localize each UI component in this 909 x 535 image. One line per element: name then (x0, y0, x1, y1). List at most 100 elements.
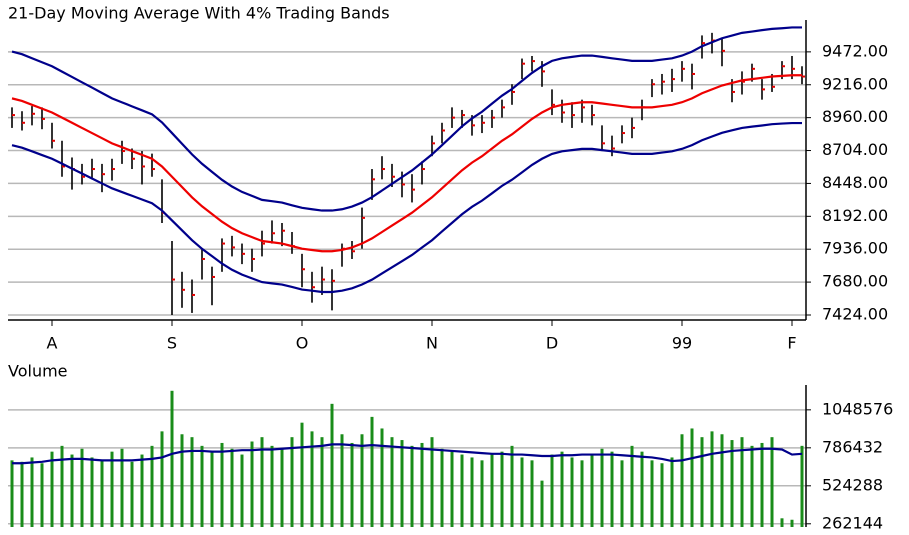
x-tick-label: 99 (672, 334, 692, 353)
x-tick-label: F (787, 334, 796, 353)
volume-bar (420, 442, 424, 527)
y-tick-label: 9216.00 (822, 74, 888, 93)
volume-bar (270, 445, 274, 527)
volume-bar (540, 480, 544, 527)
volume-bar (370, 416, 374, 527)
y-tick-label: 7424.00 (822, 304, 888, 323)
volume-bar (770, 437, 774, 527)
volume-bar (630, 445, 634, 527)
volume-bar (610, 451, 614, 527)
volume-bar (720, 434, 724, 527)
volume-bar (570, 457, 574, 527)
volume-bar (80, 448, 84, 527)
volume-bar (480, 460, 484, 527)
volume-bar (180, 434, 184, 527)
volume-bar (700, 437, 704, 527)
volume-bar (620, 460, 624, 527)
volume-bar (90, 457, 94, 527)
volume-bar (800, 445, 804, 527)
volume-bar (190, 437, 194, 527)
volume-bar (10, 460, 14, 527)
volume-bar (230, 448, 234, 527)
volume-bar (20, 461, 24, 527)
volume-bar (490, 454, 494, 527)
volume-bar (220, 442, 224, 527)
x-tick-label: S (167, 334, 177, 353)
volume-bar (670, 457, 674, 527)
volume-bar (730, 440, 734, 527)
volume-bar (590, 454, 594, 527)
volume-bar (320, 437, 324, 527)
volume-bar (530, 460, 534, 527)
volume-bar (560, 451, 564, 527)
volume-bar (710, 431, 714, 527)
volume-bar (380, 428, 384, 527)
volume-bar (470, 457, 474, 527)
volume-bar (510, 445, 514, 527)
line (11, 121, 802, 294)
y-tick-label: 7680.00 (822, 272, 888, 291)
volume-bar (750, 445, 754, 527)
volume-bar (160, 431, 164, 527)
line (12, 443, 803, 465)
volume-bar (50, 451, 54, 527)
volume-bar (40, 463, 44, 527)
volume-bar (660, 463, 664, 527)
volume-bar (130, 461, 134, 527)
volume-bar (450, 451, 454, 527)
volume-bar (150, 445, 154, 527)
volume-bar (780, 518, 784, 527)
y-tick-label: 8192.00 (822, 206, 888, 225)
volume-bar (290, 437, 294, 527)
volume-bar (30, 457, 34, 527)
volume-bar (390, 437, 394, 527)
volume-bar (740, 437, 744, 527)
volume-bar (760, 442, 764, 527)
y-tick-label: 9472.00 (822, 41, 888, 60)
volume-bar (360, 434, 364, 527)
volume-bar (580, 460, 584, 527)
volume-bar (790, 519, 794, 527)
volume-bar (140, 454, 144, 527)
x-tick-label: O (296, 334, 309, 353)
volume-bar (640, 451, 644, 527)
volume-bar (100, 460, 104, 527)
volume-bar (650, 460, 654, 527)
x-tick-label: A (47, 334, 58, 353)
volume-bar (350, 442, 354, 527)
volume-bar (60, 445, 64, 527)
volume-bar (250, 441, 254, 527)
volume-bar (300, 422, 304, 527)
volume-bar (520, 457, 524, 527)
volume-title: Volume (8, 362, 68, 381)
chart-title: 21-Day Moving Average With 4% Trading Ba… (8, 4, 390, 23)
y-tick-label: 786432 (822, 437, 883, 456)
line (11, 74, 802, 253)
volume-bar (340, 434, 344, 527)
volume-bar (200, 445, 204, 527)
x-tick-label: D (546, 334, 558, 353)
volume-bar (310, 431, 314, 527)
volume-bar (430, 437, 434, 527)
y-tick-label: 1048576 (822, 399, 893, 418)
volume-bar (110, 451, 114, 527)
volume-bar (550, 454, 554, 527)
volume-bar (440, 448, 444, 527)
volume-bar (210, 451, 214, 527)
y-tick-label: 7936.00 (822, 239, 888, 258)
volume-bar (240, 454, 244, 527)
volume-bar (260, 437, 264, 527)
volume-bar (600, 448, 604, 527)
volume-bar (330, 403, 334, 527)
volume-bar (400, 440, 404, 527)
volume-bar (280, 448, 284, 527)
x-tick-label: N (426, 334, 438, 353)
volume-bar (680, 434, 684, 527)
line (11, 26, 802, 212)
volume-bar (120, 448, 124, 527)
y-tick-label: 8960.00 (822, 107, 888, 126)
volume-bar (690, 428, 694, 527)
y-tick-label: 524288 (822, 475, 883, 494)
